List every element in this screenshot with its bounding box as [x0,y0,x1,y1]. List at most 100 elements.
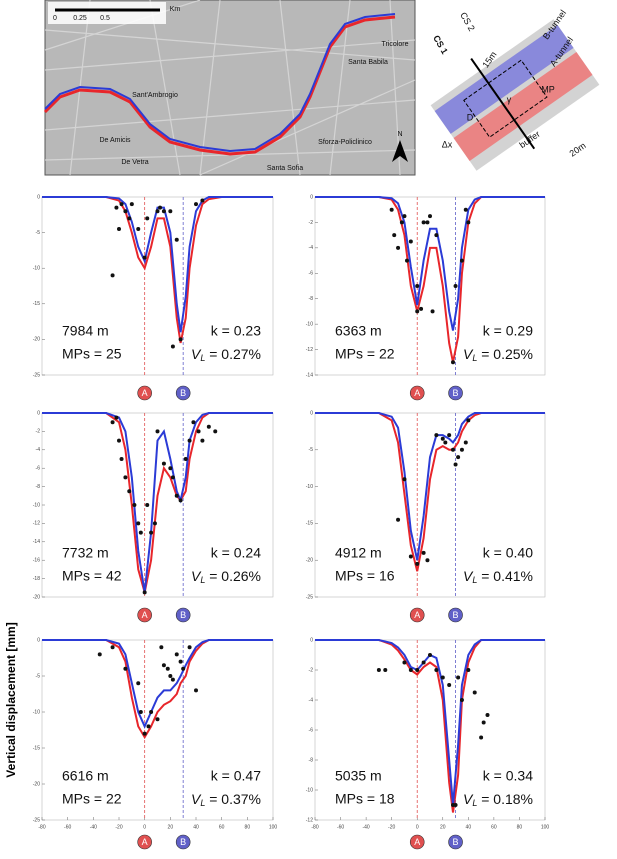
x-tick-label: 40 [466,824,472,830]
y-tick-label: -20 [33,337,40,343]
panel: 0 -5 -10 -15 -20 -25 A B 4912 m MPs = 16 k = 0.40 V… [306,410,546,623]
y-tick-label: -12 [33,521,40,527]
measure-point [170,677,175,682]
vl-symbol: V [191,791,202,807]
measure-point [399,220,404,225]
measure-point [434,668,439,672]
vl-symbol: V [463,568,474,584]
measure-point [408,239,413,244]
measure-point [430,309,435,314]
panel: 0 -2 -4 -6 -8 -10 -12-80 -60 -40 -20 0 20 40 60 80 100 A… [306,637,550,850]
map [43,0,416,176]
measure-point [191,420,196,425]
curve [315,412,545,561]
measure-point [415,309,420,314]
diagram-label: CS 1 [431,34,450,56]
measure-point [145,216,150,221]
y-tick-label: 0 [37,410,40,416]
diagram-label: CS 2 [458,11,477,33]
k-label: k = 0.23 [211,323,261,339]
tunnel-marker-label: B [453,388,459,398]
vl-value: = 0.25% [477,346,533,362]
measure-point [415,284,420,288]
measure-point [158,205,163,210]
measure-point [428,653,432,657]
y-tick-label: -2 [309,667,314,673]
measure-point [459,447,464,452]
measure-point [466,668,471,672]
route-a [43,15,396,156]
measure-point [110,645,115,650]
measure-point [425,558,430,563]
y-tick-label: -10 [33,502,40,508]
measure-point [178,498,183,503]
station-label: Santa Babila [348,59,388,66]
curve [42,412,273,593]
measure-point [196,429,201,434]
curve [315,639,545,813]
x-tick-label: -60 [64,824,71,830]
curve [42,196,273,344]
measure-point [168,674,173,678]
measure-point [415,561,420,566]
measure-point [481,720,486,725]
measure-point [127,489,132,494]
tunnel-marker [137,834,152,850]
distance-label: 4912 m [335,545,382,561]
measure-point [453,803,458,807]
tunnel-marker-label: B [180,388,186,398]
measure-point [170,475,175,480]
measure-point [421,550,426,555]
tunnel-marker [175,607,191,623]
tunnel-marker-label: B [180,837,186,847]
tunnel-marker [137,607,152,623]
y-tick-label: -6 [309,271,314,277]
measure-point [170,344,175,349]
measure-point [174,237,179,242]
north-label: N [397,131,402,138]
measure-point [408,554,413,559]
x-tick-label: 100 [541,824,550,830]
measure-point [97,652,102,657]
scale-label: Km [170,6,181,13]
vl-label: VL = 0.25% [463,346,533,364]
x-tick-label: 80 [517,824,523,830]
x-tick-label: -20 [115,824,122,830]
tunnel-marker [175,385,191,401]
k-label: k = 0.34 [483,768,533,784]
map-background [44,0,416,176]
tunnel-marker [448,834,463,850]
measure-point [440,675,445,680]
y-tick-label: -12 [306,347,313,353]
measure-point [110,420,115,425]
a-tunnel-band [453,51,593,161]
measure-point [405,258,409,263]
y-tick-label: -10 [306,321,313,327]
measure-point [114,415,119,420]
measure-point [459,698,464,702]
x-tick-label: 60 [219,824,225,830]
measure-point [396,245,401,250]
measure-point [159,645,164,650]
station-label: Tricolore [382,41,409,48]
curve [315,196,545,331]
y-tick-label: -10 [306,787,313,793]
vl-value: = 0.41% [477,568,533,584]
panel: 0 -2 -4 -6 -8 -10 -12 -14 A B 6363 m MPs = 22 k = 0.… [306,194,546,401]
station-label: De Amicis [99,137,131,144]
y-tick-label: -4 [36,447,41,453]
measure-point [168,209,173,214]
measure-point [146,724,151,729]
measure-point [434,433,439,438]
measure-point [119,202,124,207]
measure-point [165,666,170,671]
measure-point [428,214,432,219]
measure-point [155,717,160,722]
measure-point [117,227,121,232]
measure-point [187,645,192,650]
k-label: k = 0.40 [483,545,533,561]
y-tick-label: -2 [309,220,314,226]
measure-point [402,477,407,482]
vl-subscript: L [200,575,205,585]
x-tick-label: 40 [193,824,199,830]
